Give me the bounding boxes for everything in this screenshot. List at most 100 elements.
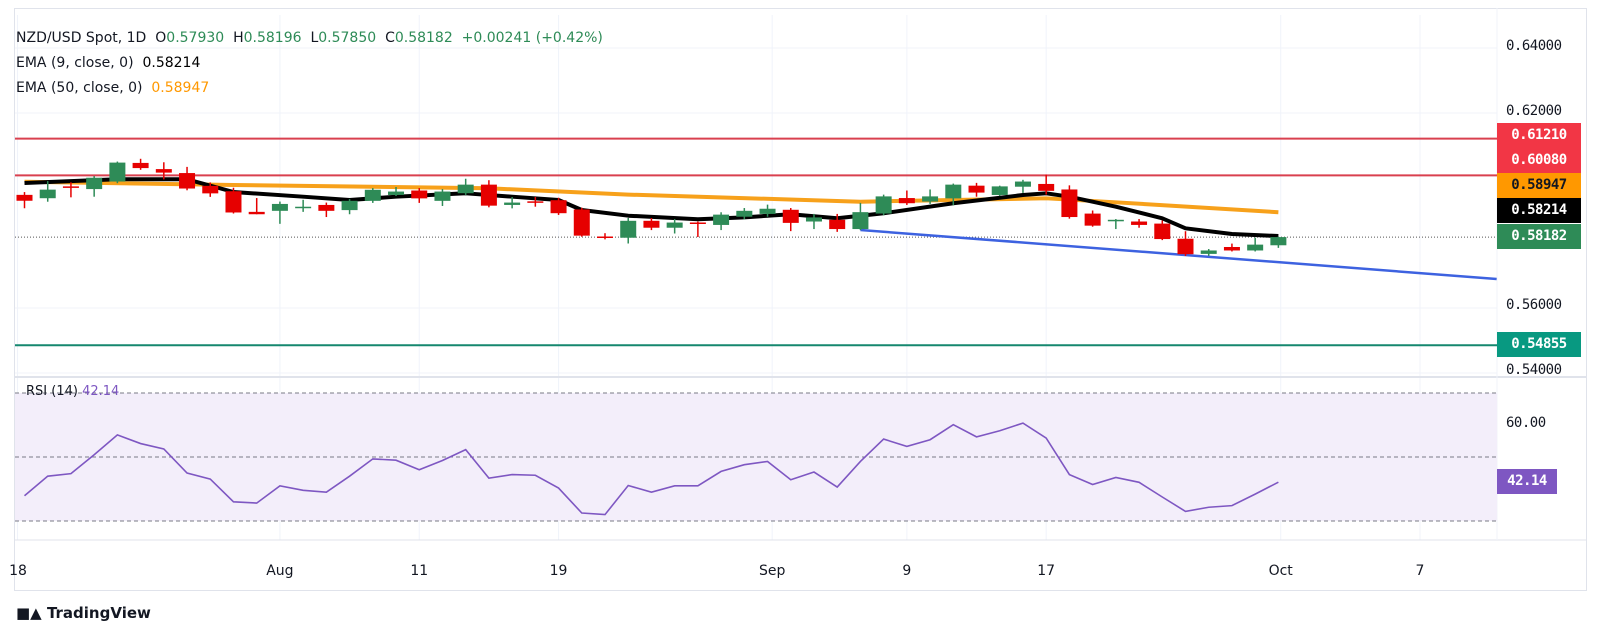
rsi-label: RSI (14) — [26, 384, 78, 399]
candle — [62, 186, 79, 188]
ema9-label: EMA (9, close, 0) — [16, 55, 134, 71]
candle — [1061, 189, 1078, 218]
candle — [713, 214, 730, 225]
candle — [132, 162, 149, 169]
tradingview-logo: ■▲ TradingView — [16, 604, 151, 622]
candle — [1200, 250, 1217, 254]
candle — [527, 201, 544, 203]
candle — [364, 189, 381, 201]
candle — [898, 198, 915, 204]
ema50-legend[interactable]: EMA (50, close, 0) 0.58947 — [16, 79, 209, 97]
candle — [759, 208, 776, 214]
price-tick: 0.62000 — [1506, 103, 1562, 119]
tradingview-logo-icon: ■▲ — [16, 604, 42, 622]
candle — [852, 212, 869, 230]
resistance-1-price-label: 0.60080 — [1497, 148, 1581, 173]
close-label: C — [385, 30, 395, 46]
candle — [1154, 223, 1171, 240]
candle — [736, 210, 753, 217]
ema50-label: EMA (50, close, 0) — [16, 80, 143, 96]
rsi-line — [23, 422, 1279, 516]
candle — [457, 184, 474, 194]
open-label: O — [155, 30, 167, 46]
candle — [155, 169, 172, 173]
candle — [318, 204, 335, 211]
candle — [1270, 237, 1287, 246]
candle — [991, 186, 1008, 195]
candle — [666, 222, 683, 228]
candle — [620, 220, 637, 238]
change-value: +0.00241 (+0.42%) — [461, 30, 603, 46]
brand-name: TradingView — [46, 604, 151, 622]
candle — [1131, 221, 1148, 225]
candle — [271, 203, 288, 211]
close-value: 0.58182 — [394, 30, 453, 46]
time-tick: 11 — [410, 563, 429, 579]
ema50-value: 0.58947 — [151, 80, 210, 96]
candle — [1223, 246, 1240, 251]
time-tick: 19 — [549, 563, 568, 579]
candle — [480, 184, 497, 206]
candle — [643, 220, 660, 228]
candle — [202, 185, 219, 194]
candle — [573, 209, 590, 236]
rsi-legend[interactable]: RSI (14) 42.14 — [26, 384, 119, 399]
candle — [922, 196, 939, 202]
candle — [16, 194, 33, 201]
support-price-label: 0.54855 — [1497, 332, 1581, 357]
time-tick: Aug — [266, 563, 294, 579]
chart-frame — [14, 8, 1587, 591]
candle — [782, 209, 799, 223]
price-tick: 0.54000 — [1506, 362, 1562, 374]
ema9-value: 0.58214 — [142, 55, 201, 71]
candle — [179, 173, 196, 189]
candle — [945, 184, 962, 199]
ema50-price-label: 0.58947 — [1497, 173, 1581, 198]
low-label: L — [310, 30, 319, 46]
candle — [1107, 219, 1124, 222]
candle — [597, 236, 613, 238]
candle — [504, 202, 521, 205]
candle — [689, 222, 706, 224]
rsi-value-label: 42.14 — [1497, 469, 1557, 494]
candle — [829, 219, 846, 230]
candle — [805, 217, 822, 222]
resistance-2-price-label: 0.61210 — [1497, 123, 1581, 148]
candle — [875, 196, 892, 214]
candle — [1038, 183, 1055, 191]
time-tick: 7 — [1415, 563, 1425, 579]
candle — [1247, 244, 1264, 251]
time-tick: Sep — [758, 563, 786, 579]
price-tick: 0.56000 — [1506, 297, 1562, 313]
time-tick: 17 — [1037, 563, 1056, 579]
candle — [86, 177, 103, 190]
candle — [109, 162, 126, 182]
candle — [1014, 181, 1031, 187]
candle — [411, 190, 428, 199]
candle — [1177, 238, 1194, 255]
ema9-price-label: 0.58214 — [1497, 198, 1581, 223]
high-label: H — [233, 30, 244, 46]
candle — [1084, 213, 1101, 226]
time-tick: 9 — [902, 563, 912, 579]
rsi-legend-value: 42.14 — [82, 384, 120, 399]
last-price-label: 0.58182 — [1497, 224, 1581, 249]
high-value: 0.58196 — [243, 30, 302, 46]
trendline — [860, 228, 1497, 281]
time-tick: 18 — [9, 563, 27, 579]
symbol-legend: NZD/USD Spot, 1D O0.57930 H0.58196 L0.57… — [16, 29, 603, 47]
candle — [968, 185, 985, 193]
ema9-legend[interactable]: EMA (9, close, 0) 0.58214 — [16, 54, 200, 72]
candle — [341, 200, 358, 211]
candle — [225, 191, 242, 213]
candle — [295, 206, 312, 209]
open-value: 0.57930 — [166, 30, 225, 46]
candle — [434, 191, 451, 201]
symbol-title: NZD/USD Spot, 1D — [16, 30, 147, 46]
ema50-line — [24, 179, 1279, 215]
rsi-tick: 60.00 — [1506, 415, 1546, 431]
candle — [39, 189, 56, 199]
time-tick: Oct — [1268, 563, 1293, 579]
low-value: 0.57850 — [318, 30, 377, 46]
